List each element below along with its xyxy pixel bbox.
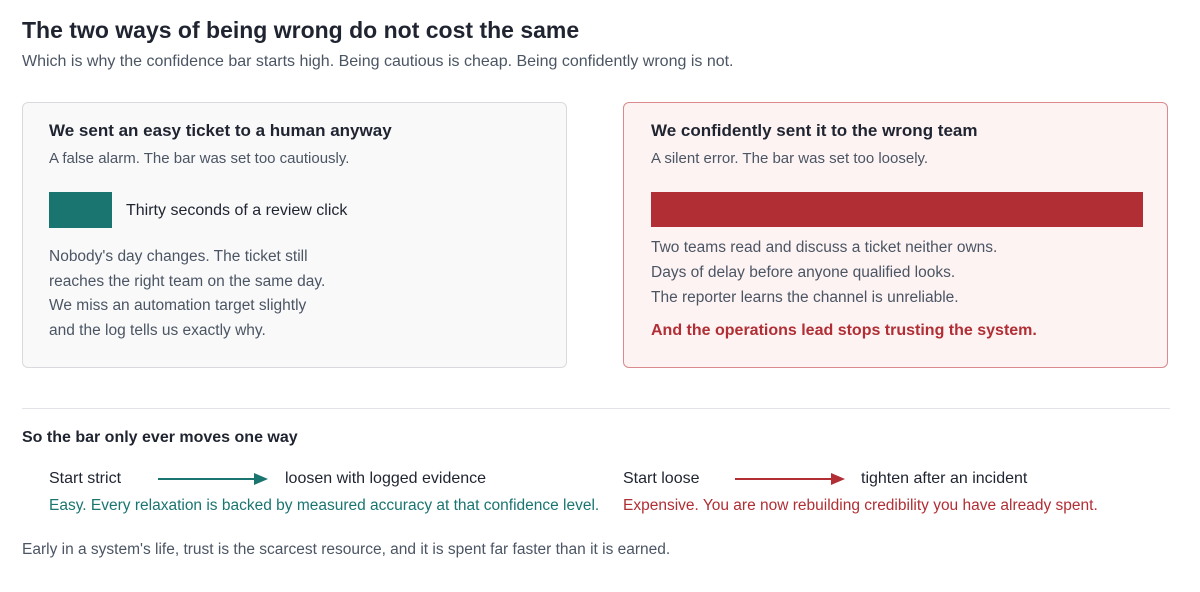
section-title: So the bar only ever moves one way (22, 429, 298, 446)
arrow (158, 473, 268, 485)
card-line: Days of delay before anyone qualified lo… (651, 264, 956, 281)
bar-label: Thirty seconds of a review click (126, 202, 348, 219)
card-line: Two teams read and discuss a ticket neit… (651, 239, 998, 256)
card-line: The reporter learns the channel is unrel… (651, 289, 959, 306)
card-line: Nobody's day changes. The ticket still (49, 248, 308, 265)
footer: Early in a system's life, trust is the s… (22, 541, 671, 558)
card-line: and the log tells us exactly why. (49, 322, 266, 339)
path-from: Start strict (49, 470, 122, 487)
card-confident (623, 102, 1168, 368)
cost-bar (651, 192, 1143, 227)
path-to: tighten after an incident (861, 470, 1028, 487)
card-cautious (22, 102, 567, 368)
card-title: We sent an easy ticket to a human anyway (49, 121, 392, 140)
divider (22, 408, 1170, 409)
cost-bar (49, 192, 112, 228)
card-title: We confidently sent it to the wrong team (651, 121, 978, 140)
card-emphasis: And the operations lead stops trusting t… (651, 322, 1037, 339)
card-line: We miss an automation target slightly (49, 297, 307, 314)
subtitle: Which is why the confidence bar starts h… (22, 53, 734, 70)
path-note: Easy. Every relaxation is backed by meas… (49, 497, 600, 514)
arrow (735, 473, 845, 485)
path-to: loosen with logged evidence (285, 470, 487, 487)
card-subtitle: A silent error. The bar was set too loos… (651, 150, 929, 167)
path-from: Start loose (623, 470, 700, 487)
title: The two ways of being wrong do not cost … (22, 17, 580, 43)
card-subtitle: A false alarm. The bar was set too cauti… (49, 150, 350, 167)
path-note: Expensive. You are now rebuilding credib… (623, 497, 1098, 514)
card-line: reaches the right team on the same day. (49, 273, 326, 290)
